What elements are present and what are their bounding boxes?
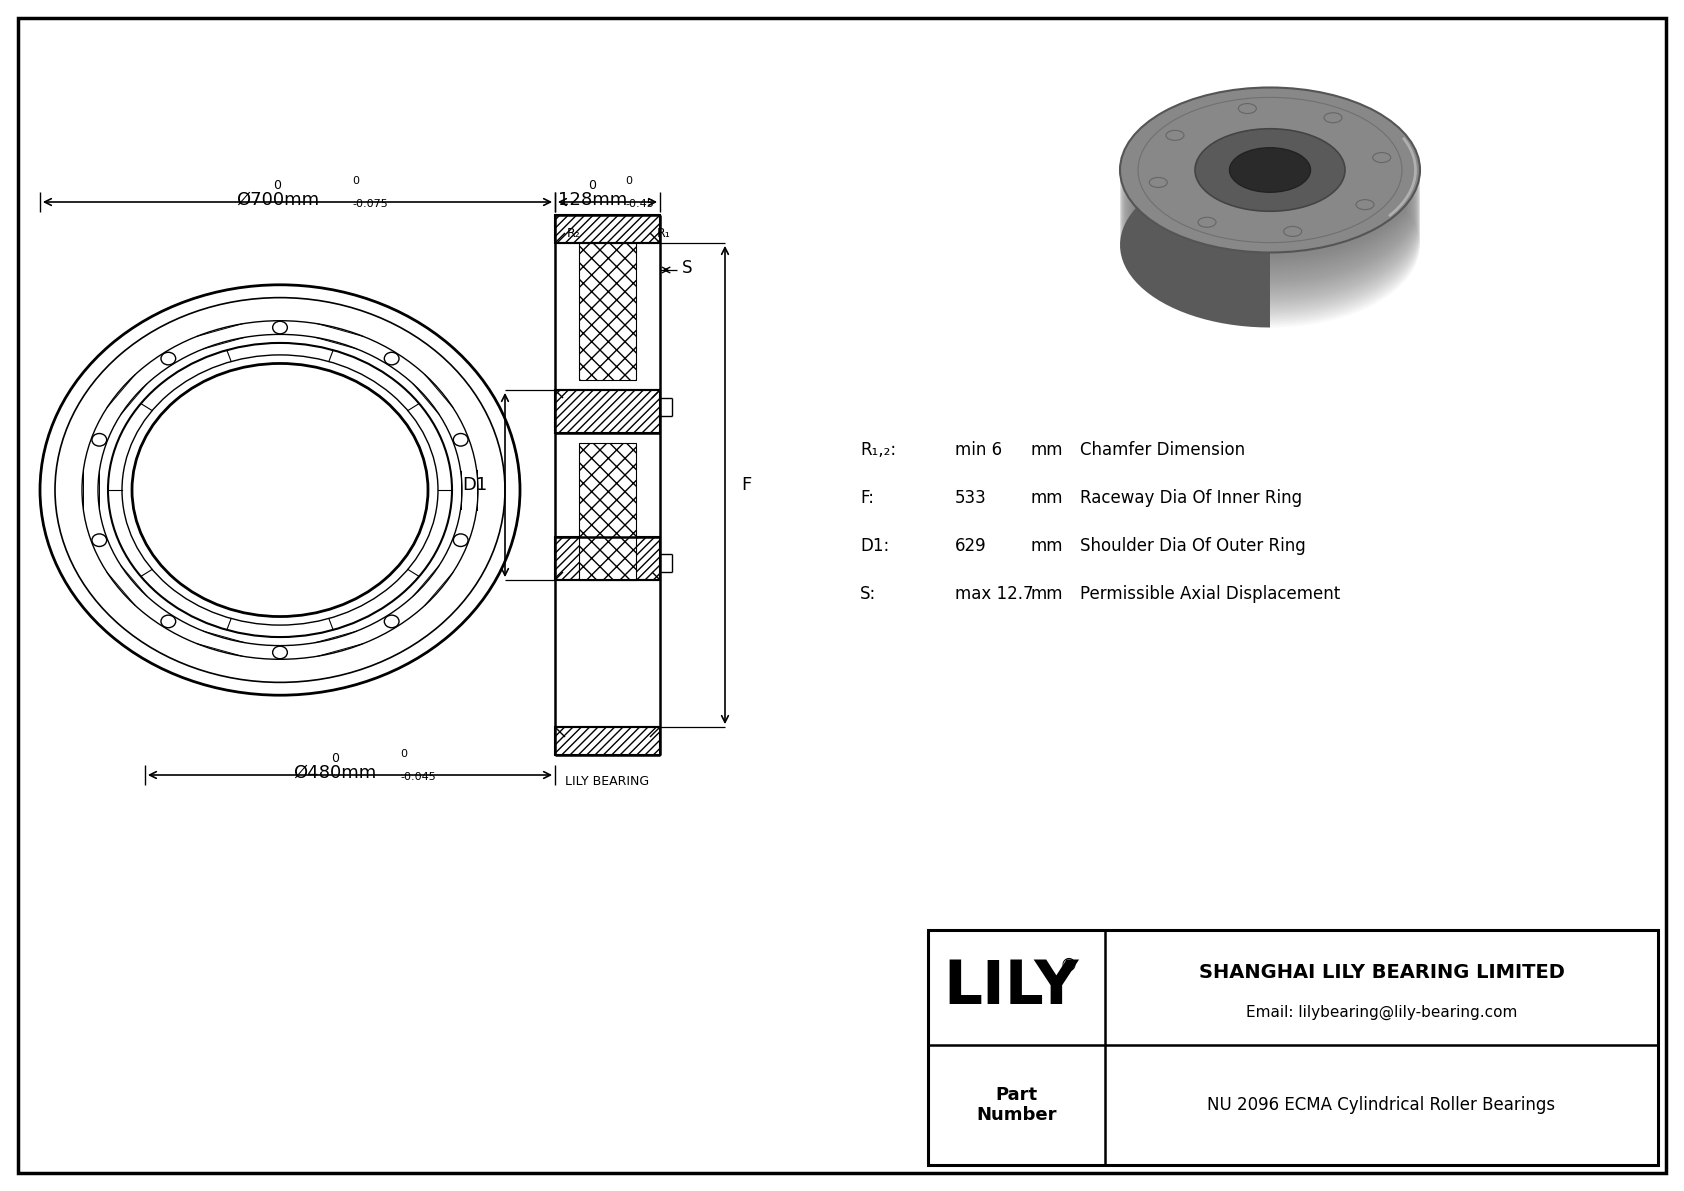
Text: -0.045: -0.045	[401, 772, 436, 782]
Bar	[556, 434, 660, 537]
Text: Part
Number: Part Number	[977, 1086, 1058, 1124]
Text: 629: 629	[955, 537, 987, 555]
Bar	[556, 537, 660, 580]
Ellipse shape	[1196, 129, 1346, 211]
Text: R₁,₂:: R₁,₂:	[861, 441, 896, 459]
Text: -0.45: -0.45	[625, 199, 655, 208]
Ellipse shape	[1120, 87, 1420, 252]
Bar	[556, 216, 660, 243]
Text: min 6: min 6	[955, 441, 1002, 459]
Text: NU 2096 ECMA Cylindrical Roller Bearings: NU 2096 ECMA Cylindrical Roller Bearings	[1207, 1096, 1556, 1114]
Text: D1: D1	[461, 476, 487, 494]
Text: Shoulder Dia Of Outer Ring: Shoulder Dia Of Outer Ring	[1079, 537, 1305, 555]
Ellipse shape	[1229, 148, 1310, 192]
Text: 0: 0	[588, 179, 596, 192]
Polygon shape	[1120, 87, 1270, 328]
Text: mm: mm	[1031, 537, 1063, 555]
Text: S: S	[682, 258, 692, 278]
Text: F:: F:	[861, 490, 874, 507]
Text: Ø700mm: Ø700mm	[236, 191, 318, 208]
Text: F: F	[741, 476, 751, 494]
Text: SHANGHAI LILY BEARING LIMITED: SHANGHAI LILY BEARING LIMITED	[1199, 962, 1564, 981]
Text: -0.075: -0.075	[352, 199, 389, 208]
Bar	[579, 443, 637, 580]
Text: 0: 0	[332, 752, 338, 765]
Text: S:: S:	[861, 585, 876, 603]
Text: 0: 0	[625, 176, 633, 186]
Text: D1:: D1:	[861, 537, 889, 555]
Bar	[556, 243, 660, 389]
Text: mm: mm	[1031, 490, 1063, 507]
Text: LILY: LILY	[943, 958, 1079, 1017]
Text: R₁: R₁	[657, 227, 670, 241]
Bar	[579, 243, 637, 380]
Text: mm: mm	[1031, 585, 1063, 603]
Bar	[928, 930, 1659, 1165]
Text: 533: 533	[955, 490, 987, 507]
Text: Email: lilybearing@lily-bearing.com: Email: lilybearing@lily-bearing.com	[1246, 1004, 1517, 1019]
Text: 0: 0	[401, 749, 408, 759]
Text: ®: ®	[1059, 956, 1078, 974]
Bar	[556, 389, 660, 434]
Bar	[556, 580, 660, 727]
Bar	[556, 727, 660, 755]
Text: 0: 0	[352, 176, 359, 186]
Text: R₂: R₂	[568, 227, 581, 241]
Text: mm: mm	[1031, 441, 1063, 459]
Text: LILY BEARING: LILY BEARING	[566, 775, 650, 788]
Text: max 12.7: max 12.7	[955, 585, 1034, 603]
Text: 0: 0	[273, 179, 281, 192]
Text: Raceway Dia Of Inner Ring: Raceway Dia Of Inner Ring	[1079, 490, 1302, 507]
Text: Ø480mm: Ø480mm	[293, 763, 377, 782]
Text: Chamfer Dimension: Chamfer Dimension	[1079, 441, 1244, 459]
Text: Permissible Axial Displacement: Permissible Axial Displacement	[1079, 585, 1340, 603]
Text: 128mm: 128mm	[557, 191, 626, 208]
